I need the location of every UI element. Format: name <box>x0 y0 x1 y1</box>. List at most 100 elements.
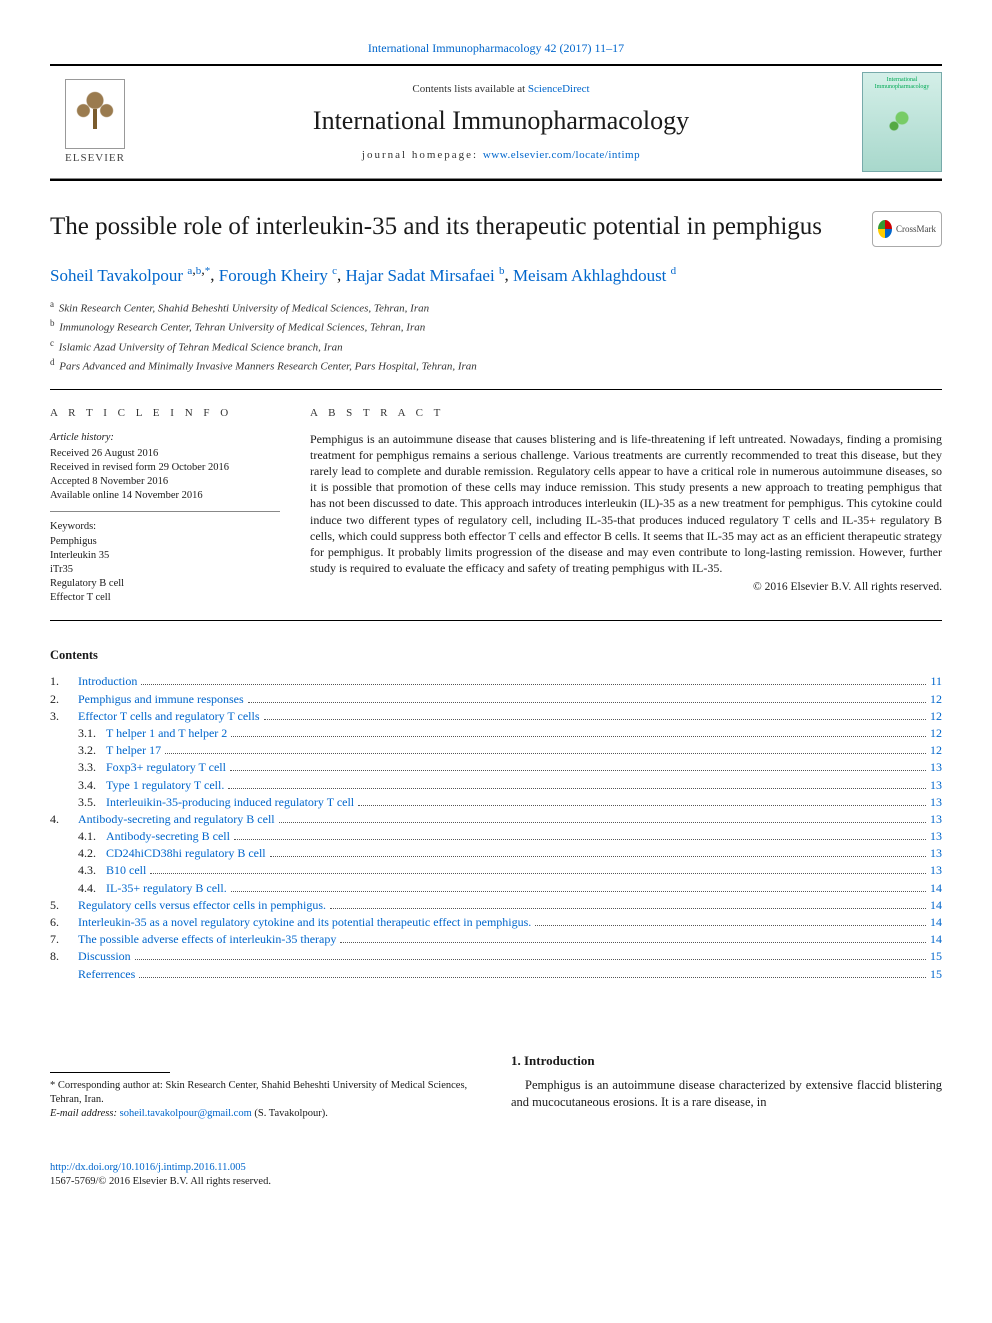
history-line: Received in revised form 29 October 2016 <box>50 461 280 475</box>
elsevier-tree-icon <box>65 79 125 149</box>
toc-page-link[interactable]: 14 <box>930 898 942 912</box>
toc-page-link[interactable]: 13 <box>930 829 942 843</box>
affiliation-mark-link[interactable]: * <box>205 265 211 277</box>
author-link[interactable]: Meisam Akhlaghdoust <box>513 266 666 285</box>
toc-page-link[interactable]: 15 <box>930 949 942 963</box>
keyword: Regulatory B cell <box>50 577 280 591</box>
toc-leader-dots <box>139 977 926 978</box>
toc-link[interactable]: Introduction <box>78 674 137 688</box>
toc-link[interactable]: IL-35+ regulatory B cell. <box>106 881 227 895</box>
toc-page-link[interactable]: 13 <box>930 812 942 826</box>
toc-page-link[interactable]: 13 <box>930 760 942 774</box>
toc-link[interactable]: Antibody-secreting B cell <box>106 829 230 843</box>
toc-row: Referrences 15 <box>50 966 942 982</box>
toc-page-link[interactable]: 14 <box>930 881 942 895</box>
toc-leader-dots <box>358 805 926 806</box>
doi-link[interactable]: http://dx.doi.org/10.1016/j.intimp.2016.… <box>50 1162 246 1173</box>
toc-page-link[interactable]: 13 <box>930 846 942 860</box>
journal-homepage-link[interactable]: www.elsevier.com/locate/intimp <box>483 149 640 161</box>
history-line: Accepted 8 November 2016 <box>50 475 280 489</box>
toc-page-link[interactable]: 13 <box>930 778 942 792</box>
keywords-label: Keywords: <box>50 520 280 534</box>
journal-cover-thumbnail: International Immunopharmacology <box>862 72 942 172</box>
affiliation-mark-link[interactable]: b <box>196 265 202 277</box>
toc-row: 1.Introduction 11 <box>50 673 942 689</box>
toc-number: 1. <box>50 673 78 689</box>
toc-number: 4.2. <box>78 845 106 861</box>
toc-link[interactable]: CD24hiCD38hi regulatory B cell <box>106 846 266 860</box>
toc-page-link[interactable]: 14 <box>930 932 942 946</box>
toc-page-link[interactable]: 13 <box>930 795 942 809</box>
toc-row: 4.1.Antibody-secreting B cell 13 <box>50 828 942 844</box>
journal-ref-link[interactable]: International Immunopharmacology 42 (201… <box>368 41 624 55</box>
toc-row: 2.Pemphigus and immune responses12 <box>50 691 942 707</box>
toc-row: 7.The possible adverse effects of interl… <box>50 931 942 947</box>
toc-page-link[interactable]: 12 <box>930 743 942 757</box>
contents-available-label: Contents lists available at ScienceDirec… <box>160 82 842 97</box>
toc-row: 3.1.T helper 1 and T helper 2 12 <box>50 725 942 741</box>
keyword: Pemphigus <box>50 535 280 549</box>
toc-leader-dots <box>234 839 926 840</box>
toc-page-link[interactable]: 11 <box>930 674 942 688</box>
intro-paragraph: Pemphigus is an autoimmune disease chara… <box>511 1077 942 1111</box>
toc-row: 5.Regulatory cells versus effector cells… <box>50 897 942 913</box>
author-link[interactable]: Hajar Sadat Mirsafaei <box>346 266 495 285</box>
toc-page-link[interactable]: 15 <box>930 967 942 981</box>
toc-page-link[interactable]: 13 <box>930 863 942 877</box>
history-line: Received 26 August 2016 <box>50 447 280 461</box>
toc-link[interactable]: Pemphigus and immune responses <box>78 692 244 706</box>
toc-page-link[interactable]: 12 <box>930 692 942 706</box>
history-line: Available online 14 November 2016 <box>50 489 280 503</box>
toc-row: 3.2.T helper 1712 <box>50 742 942 758</box>
section-heading-introduction: 1. Introduction <box>511 1052 942 1070</box>
toc-number: 3.4. <box>78 777 106 793</box>
toc-row: 4.Antibody-secreting and regulatory B ce… <box>50 811 942 827</box>
affiliation-mark-link[interactable]: c <box>332 265 337 277</box>
toc-leader-dots <box>248 702 926 703</box>
page-footer: http://dx.doi.org/10.1016/j.intimp.2016.… <box>50 1161 942 1189</box>
cover-caption: International Immunopharmacology <box>867 77 937 90</box>
crossmark-badge[interactable]: CrossMark <box>872 211 942 247</box>
toc-link[interactable]: Interleukin-35 as a novel regulatory cyt… <box>78 915 531 929</box>
affiliation: a Skin Research Center, Shahid Beheshti … <box>50 298 942 317</box>
toc-link[interactable]: The possible adverse effects of interleu… <box>78 932 336 946</box>
author-link[interactable]: Soheil Tavakolpour <box>50 266 183 285</box>
abstract-heading: A B S T R A C T <box>310 406 942 421</box>
toc-leader-dots <box>330 908 926 909</box>
toc-leader-dots <box>135 959 926 960</box>
toc-row: 4.4.IL-35+ regulatory B cell.14 <box>50 880 942 896</box>
affiliation-mark-link[interactable]: a <box>187 265 192 277</box>
affiliation-mark-link[interactable]: d <box>671 265 677 277</box>
toc-link[interactable]: Discussion <box>78 949 131 963</box>
toc-number: 7. <box>50 931 78 947</box>
toc-number: 4.1. <box>78 828 106 844</box>
toc-page-link[interactable]: 12 <box>930 726 942 740</box>
toc-number: 8. <box>50 948 78 964</box>
elsevier-label: ELSEVIER <box>65 151 125 166</box>
footnote-rule <box>50 1072 170 1073</box>
toc-link[interactable]: Regulatory cells versus effector cells i… <box>78 898 326 912</box>
author-link[interactable]: Forough Kheiry <box>219 266 328 285</box>
affiliation-mark-link[interactable]: b <box>499 265 505 277</box>
toc-link[interactable]: Type 1 regulatory T cell. <box>106 778 224 792</box>
toc-leader-dots <box>264 719 927 720</box>
toc-page-link[interactable]: 14 <box>930 915 942 929</box>
toc-link[interactable]: T helper 17 <box>106 743 161 757</box>
toc-link[interactable]: B10 cell <box>106 863 146 877</box>
author-email-link[interactable]: soheil.tavakolpour@gmail.com <box>120 1108 252 1119</box>
toc-number: 3.1. <box>78 725 106 741</box>
toc-link[interactable]: Referrences <box>78 967 135 981</box>
toc-number: 4.3. <box>78 862 106 878</box>
toc-page-link[interactable]: 12 <box>930 709 942 723</box>
toc-leader-dots <box>165 753 926 754</box>
toc-link[interactable]: Foxp3+ regulatory T cell <box>106 760 226 774</box>
article-info-heading: A R T I C L E I N F O <box>50 406 280 421</box>
toc-link[interactable]: Effector T cells and regulatory T cells <box>78 709 260 723</box>
toc-link[interactable]: Interleuikin-35-producing induced regula… <box>106 795 354 809</box>
toc-link[interactable]: T helper 1 and T helper 2 <box>106 726 227 740</box>
toc-row: 4.2.CD24hiCD38hi regulatory B cell 13 <box>50 845 942 861</box>
contents-heading: Contents <box>50 647 942 664</box>
elsevier-logo: ELSEVIER <box>50 72 140 172</box>
sciencedirect-link[interactable]: ScienceDirect <box>528 83 590 95</box>
toc-link[interactable]: Antibody-secreting and regulatory B cell <box>78 812 275 826</box>
